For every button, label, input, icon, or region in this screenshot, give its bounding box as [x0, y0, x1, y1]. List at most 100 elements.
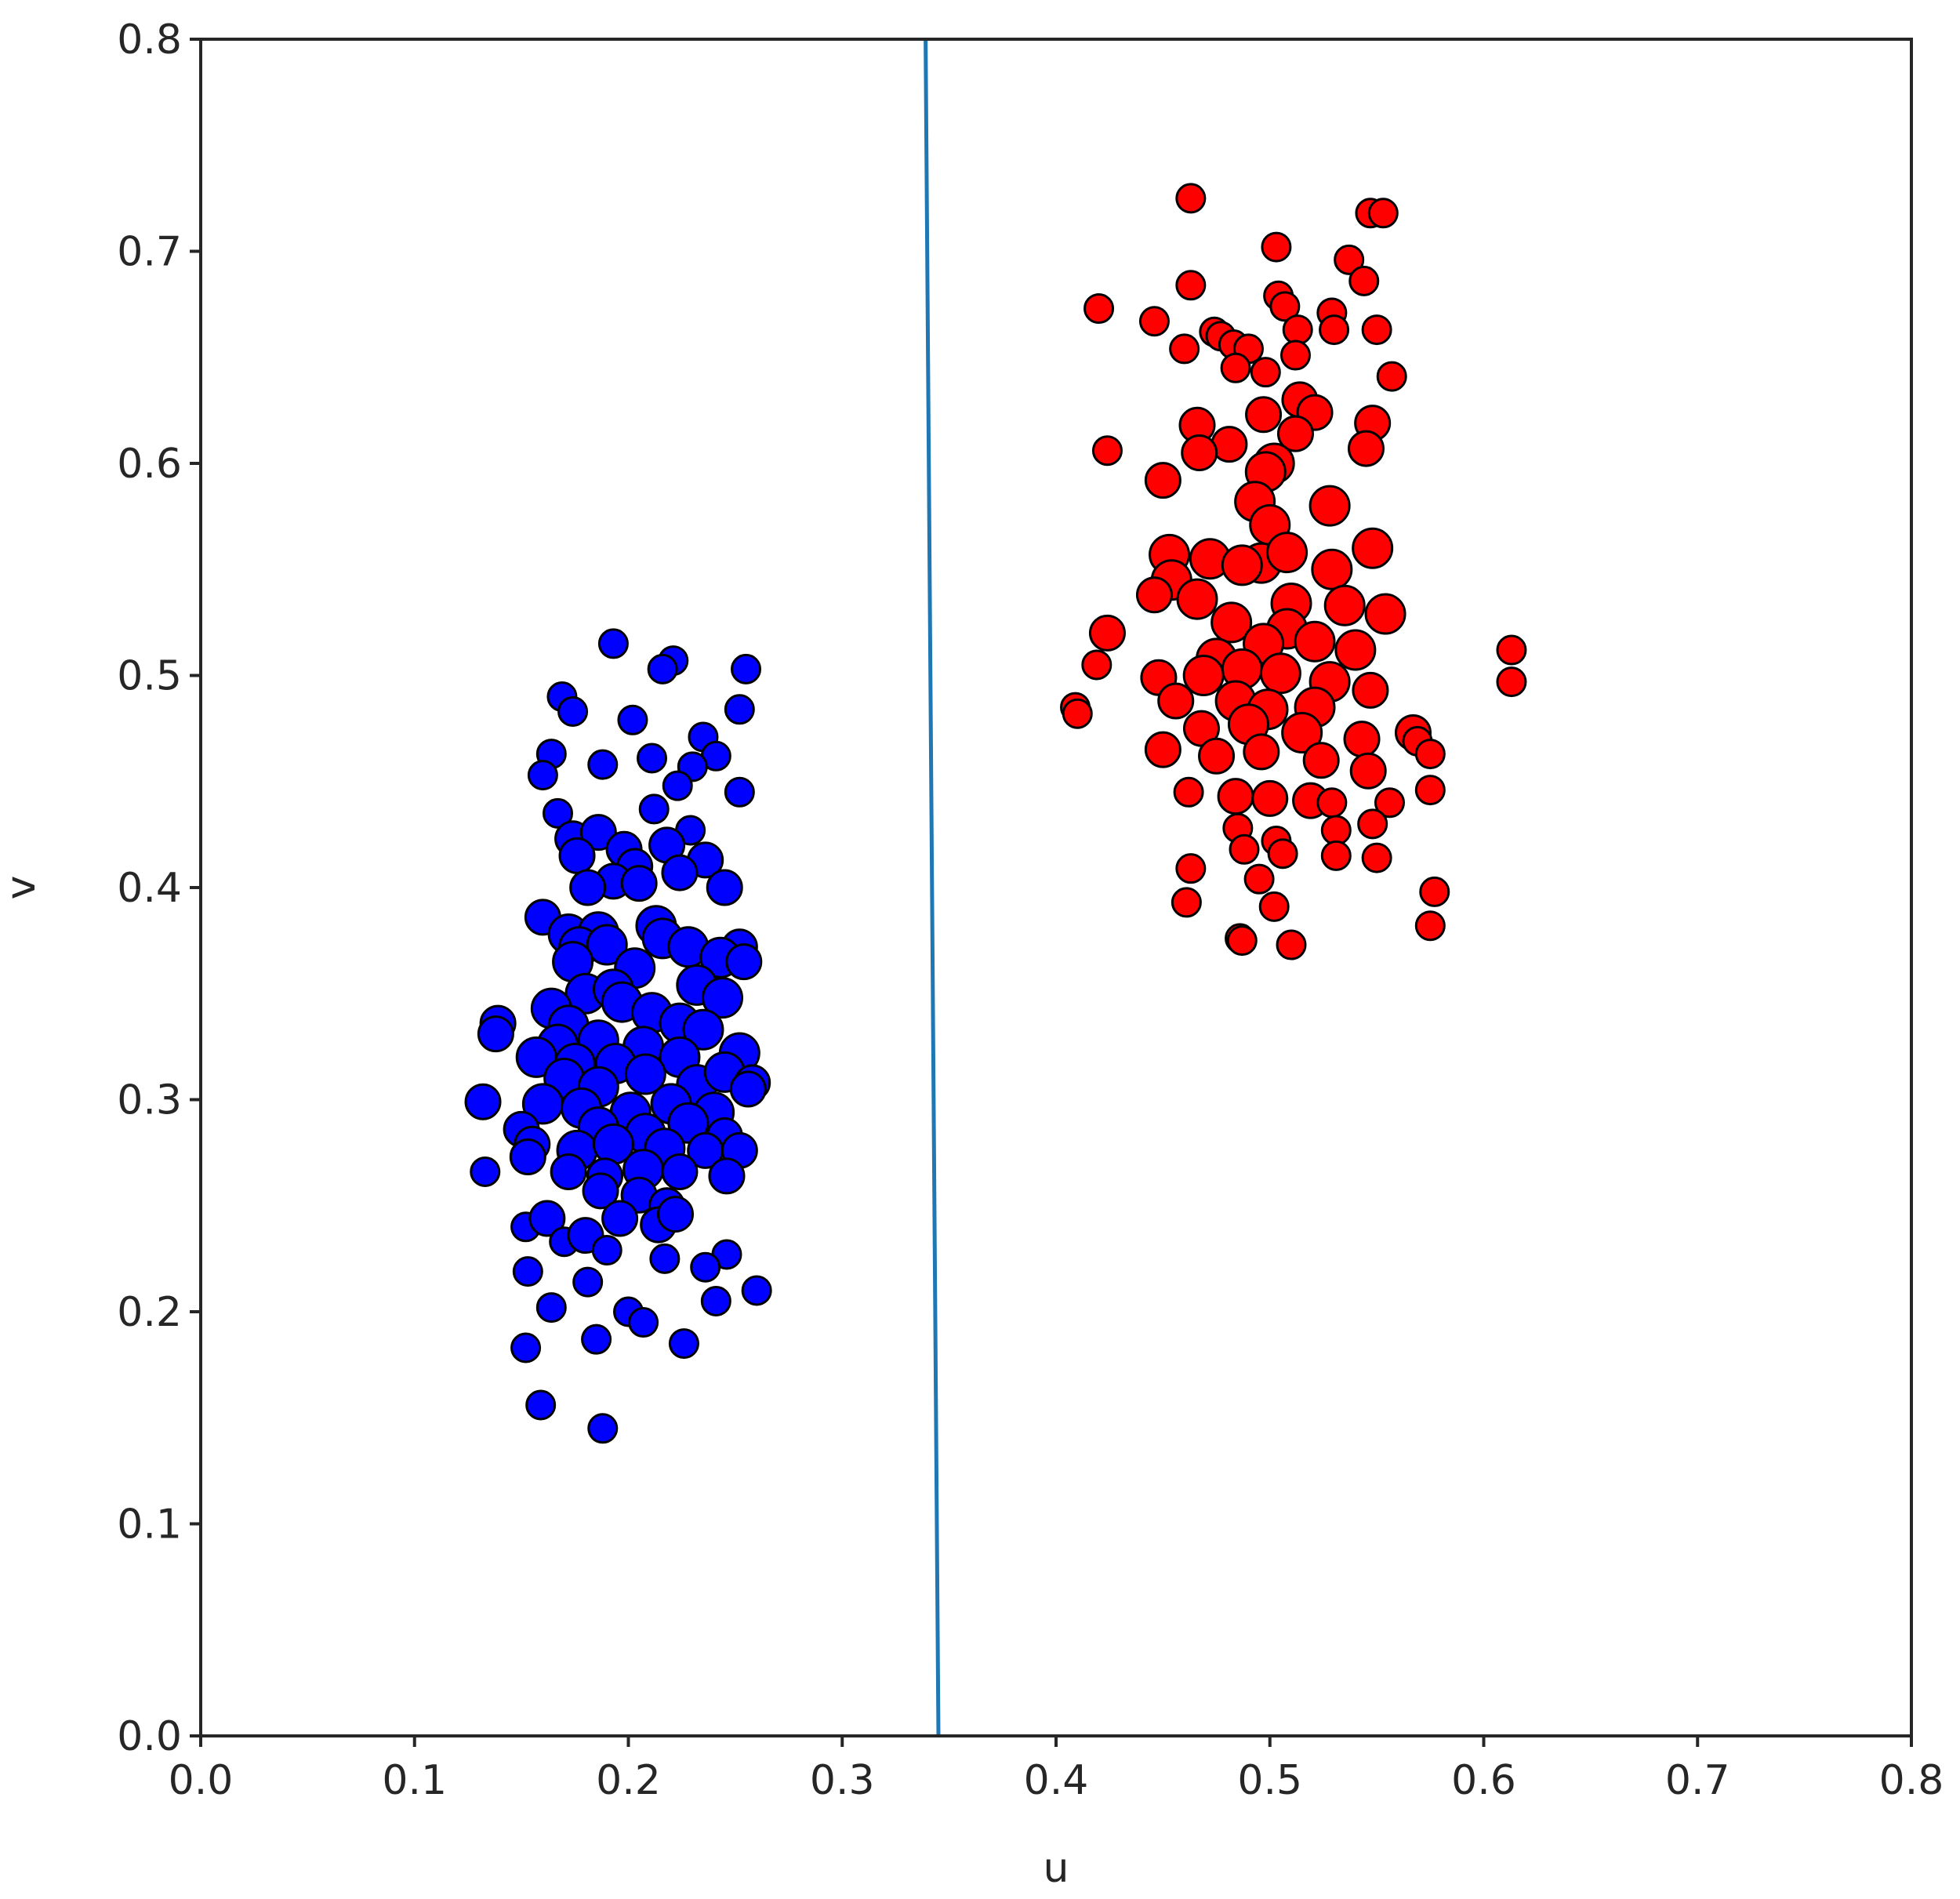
data-point	[542, 797, 573, 829]
data-point	[1347, 430, 1385, 467]
data-point	[528, 1200, 566, 1237]
data-point	[1343, 721, 1381, 758]
data-point	[601, 1200, 639, 1237]
data-point	[1364, 593, 1406, 635]
data-point	[1357, 808, 1388, 840]
data-point	[1334, 629, 1377, 671]
data-point	[1091, 435, 1123, 467]
data-point	[1250, 357, 1281, 388]
data-point	[1282, 314, 1313, 346]
x-tick-label: 0.8	[1879, 1757, 1944, 1804]
y-tick-label: 0.5	[117, 653, 182, 700]
data-point	[1217, 778, 1254, 815]
data-point	[510, 1332, 542, 1363]
data-point	[464, 1083, 502, 1120]
data-point	[1169, 333, 1200, 365]
data-point	[741, 1275, 772, 1306]
decision-boundary-line	[924, 38, 941, 1737]
data-point	[1229, 833, 1260, 865]
y-tick-label: 0.3	[117, 1077, 182, 1124]
data-point	[617, 704, 648, 735]
data-point	[1245, 396, 1283, 434]
x-tick-label: 0.1	[382, 1757, 447, 1804]
data-point	[1138, 306, 1170, 337]
data-point	[582, 1172, 619, 1210]
y-tick-label: 0.7	[117, 229, 182, 276]
data-point	[638, 793, 670, 825]
data-point	[1496, 634, 1527, 666]
data-point	[1251, 779, 1289, 817]
data-point	[706, 869, 743, 906]
data-point	[637, 743, 668, 774]
data-point	[1258, 891, 1290, 922]
data-point	[690, 1251, 721, 1283]
data-point	[1319, 314, 1350, 346]
data-point	[620, 865, 658, 902]
y-axis-label: v	[0, 876, 45, 900]
data-point	[682, 1008, 724, 1051]
data-point	[1243, 733, 1280, 771]
data-point	[1308, 485, 1351, 527]
data-point	[557, 695, 589, 727]
data-point	[1281, 712, 1323, 754]
data-point	[1198, 737, 1236, 775]
data-point	[1157, 682, 1195, 720]
data-point	[662, 770, 693, 801]
y-axis: 0.0 0.1 0.2 0.3 0.4 0.5 0.6 0.7 0.8	[117, 16, 201, 1760]
y-tick-label: 0.1	[117, 1501, 182, 1549]
data-point	[587, 749, 619, 780]
data-point	[628, 1307, 659, 1338]
data-point	[1175, 853, 1207, 884]
data-point	[1320, 840, 1352, 871]
y-tick-label: 0.0	[117, 1713, 182, 1760]
data-point	[1062, 698, 1093, 729]
data-point	[1352, 671, 1389, 709]
data-point	[586, 924, 628, 966]
x-tick-label: 0.7	[1665, 1757, 1730, 1804]
data-point	[667, 1102, 710, 1144]
data-point	[509, 1138, 546, 1176]
data-point	[1135, 576, 1173, 614]
data-point	[1182, 655, 1225, 696]
data-point	[1088, 614, 1126, 652]
boundary-line-layer	[924, 38, 941, 1737]
data-point	[657, 1196, 695, 1233]
data-point	[1419, 876, 1450, 907]
data-point	[1266, 532, 1308, 574]
data-point	[569, 869, 607, 906]
data-point	[1171, 887, 1202, 918]
data-point	[572, 1266, 604, 1298]
data-point	[1175, 270, 1207, 301]
data-point	[1210, 601, 1253, 644]
data-point	[1144, 462, 1181, 499]
data-point	[649, 1243, 681, 1274]
data-point	[550, 1153, 587, 1190]
data-point	[647, 653, 678, 684]
data-point	[525, 1389, 557, 1421]
data-point	[661, 854, 699, 891]
data-point	[1496, 666, 1527, 698]
data-point	[477, 1015, 514, 1053]
data-point	[1083, 293, 1115, 325]
data-point	[1181, 434, 1218, 471]
data-point	[591, 1235, 622, 1266]
x-tick-label: 0.2	[596, 1757, 661, 1804]
data-point	[729, 1070, 767, 1108]
data-point	[1173, 776, 1204, 808]
data-point	[1361, 314, 1392, 346]
data-point	[512, 1256, 543, 1287]
x-axis: 0.0 0.1 0.2 0.3 0.4 0.5 0.6 0.7 0.8	[169, 1736, 1944, 1804]
data-point	[1414, 775, 1446, 806]
data-point	[470, 1156, 501, 1187]
data-point	[1279, 339, 1311, 371]
data-point	[558, 837, 596, 874]
y-tick-label: 0.4	[117, 865, 182, 912]
data-point	[1176, 578, 1218, 620]
data-point	[1348, 265, 1380, 296]
data-point	[1376, 361, 1407, 392]
data-point	[1334, 244, 1365, 275]
data-point	[1267, 838, 1298, 870]
data-point	[1311, 548, 1353, 590]
data-point	[1221, 544, 1263, 586]
